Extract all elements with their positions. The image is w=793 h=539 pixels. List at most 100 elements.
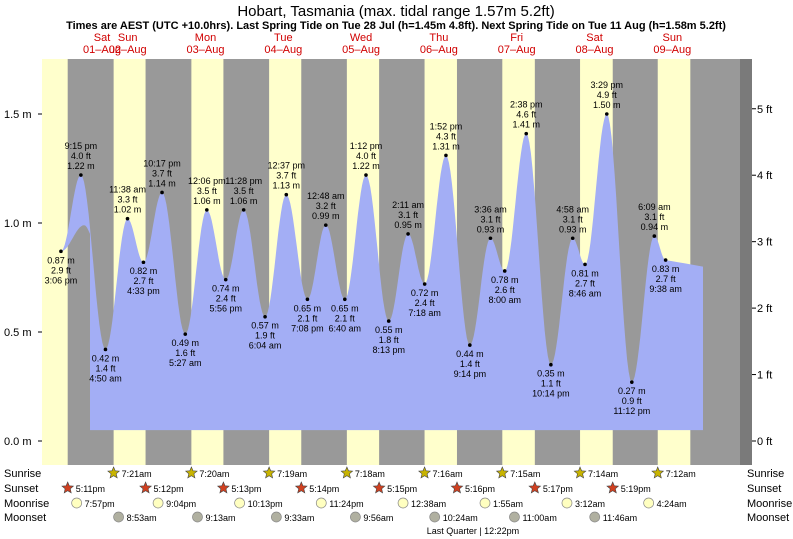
tide-label: 1.06 m xyxy=(193,196,221,206)
day-date: 04–Aug xyxy=(264,44,302,56)
sunrise-time: 7:20am xyxy=(199,469,229,479)
sunset-time: 5:16pm xyxy=(465,484,495,494)
tide-point xyxy=(502,269,507,273)
tide-label: 1.8 ft xyxy=(379,335,400,345)
tide-point xyxy=(263,314,267,319)
tide-label: 2:38 pm xyxy=(510,100,543,110)
tide-label: 3.1 ft xyxy=(480,214,501,224)
tide-label: 1.31 m xyxy=(432,141,460,151)
tide-point xyxy=(125,216,130,221)
tide-point xyxy=(583,262,587,267)
tide-label: 2.9 ft xyxy=(51,265,72,275)
tide-label: 9:38 am xyxy=(649,284,682,294)
tide-point xyxy=(79,173,83,177)
row-label-left: Moonrise xyxy=(4,498,49,510)
tide-label: 4:33 pm xyxy=(127,286,160,296)
tide-label: 4:50 am xyxy=(89,373,122,383)
row-label-right: Sunrise xyxy=(747,468,784,480)
tide-label: 7:08 pm xyxy=(291,323,324,333)
day-date: 07–Aug xyxy=(498,44,536,56)
tide-label: 0.78 m xyxy=(491,275,519,285)
daylight-band xyxy=(42,59,68,465)
moonset-time: 10:24am xyxy=(443,513,478,523)
tide-label: 2.7 ft xyxy=(656,274,677,284)
tide-label: 0.99 m xyxy=(312,211,340,221)
moonset-time: 9:33am xyxy=(284,513,314,523)
tide-label: 11:28 pm xyxy=(225,176,262,186)
right-tick-label: 3 ft xyxy=(757,237,772,249)
day-name: Thu xyxy=(429,32,448,44)
day-name: Mon xyxy=(195,32,216,44)
tide-label: 0.65 m xyxy=(331,303,359,313)
tide-label: 3:06 pm xyxy=(45,275,78,285)
tide-label: 3.5 ft xyxy=(197,186,218,196)
tide-label: 10:17 pm xyxy=(143,158,181,168)
tide-point xyxy=(468,343,472,347)
tide-label: 0.44 m xyxy=(456,349,484,359)
moonrise-time: 9:04pm xyxy=(166,499,196,509)
sunset-icon xyxy=(528,481,542,494)
day-date: 02–Aug xyxy=(109,44,147,56)
tide-label: 1.6 ft xyxy=(175,348,196,358)
tide-point xyxy=(604,112,609,116)
sunrise-icon xyxy=(107,466,121,479)
tide-label: 6:04 am xyxy=(249,341,282,351)
tide-label: 2.6 ft xyxy=(495,285,516,295)
tide-label: 0.65 m xyxy=(294,303,322,313)
row-label-right: Moonset xyxy=(747,512,789,524)
sunset-icon xyxy=(139,481,153,494)
tide-label: 5:56 pm xyxy=(209,304,242,314)
tide-label: 4.0 ft xyxy=(71,151,92,161)
right-tick-label: 4 ft xyxy=(757,170,772,182)
moonset-time: 11:00am xyxy=(522,513,556,523)
moonset-icon xyxy=(113,511,124,523)
tide-label: 12:37 pm xyxy=(268,161,306,171)
right-tick-label: 5 ft xyxy=(757,104,772,116)
day-name: Wed xyxy=(350,32,372,44)
tide-label: 0.74 m xyxy=(212,284,240,294)
sunset-time: 5:15pm xyxy=(387,484,417,494)
day-name: Sun xyxy=(118,32,138,44)
tide-point xyxy=(343,297,347,302)
day-name: Fri xyxy=(510,32,523,44)
tide-label: 4.0 ft xyxy=(356,151,377,161)
sunrise-time: 7:14am xyxy=(588,469,618,479)
moonrise-icon xyxy=(152,497,164,509)
tide-point xyxy=(386,319,391,323)
tide-label: 0.57 m xyxy=(251,321,279,331)
day-date: 09–Aug xyxy=(653,44,691,56)
tide-label: 12:06 pm xyxy=(188,176,226,186)
tide-label: 0.95 m xyxy=(394,220,422,230)
tide-label: 1:52 pm xyxy=(430,121,463,131)
tide-label: 3.1 ft xyxy=(398,210,419,220)
left-tick-label: 1.0 m xyxy=(4,218,32,230)
sunrise-time: 7:19am xyxy=(277,469,307,479)
moonrise-time: 7:57pm xyxy=(85,499,115,509)
tide-label: 2.4 ft xyxy=(415,298,436,308)
sunset-icon xyxy=(61,481,75,494)
moonrise-time: 4:24am xyxy=(657,499,687,509)
tide-point xyxy=(630,380,634,384)
sunset-time: 5:12pm xyxy=(154,484,184,494)
tide-point xyxy=(205,208,209,212)
tide-label: 9:15 pm xyxy=(65,141,98,151)
tide-label: 3:29 pm xyxy=(591,80,624,90)
moonrise-icon xyxy=(71,497,83,509)
tide-point xyxy=(406,232,410,236)
tide-label: 1.22 m xyxy=(67,161,95,171)
tide-label: 0.93 m xyxy=(559,224,587,234)
tide-label: 1.13 m xyxy=(273,181,301,191)
tide-label: 4:58 am xyxy=(556,204,589,214)
tide-point xyxy=(422,282,427,286)
sunrise-time: 7:18am xyxy=(355,469,385,479)
tide-label: 2.4 ft xyxy=(216,294,237,304)
day-name: Sat xyxy=(94,32,111,44)
tide-label: 0.27 m xyxy=(618,386,646,396)
tide-point xyxy=(305,297,310,302)
tide-label: 0.9 ft xyxy=(622,396,643,406)
day-date: 01–Aug xyxy=(83,44,121,56)
moonset-icon xyxy=(589,511,601,523)
sunrise-time: 7:15am xyxy=(510,469,540,479)
tide-label: 1.06 m xyxy=(230,196,258,206)
